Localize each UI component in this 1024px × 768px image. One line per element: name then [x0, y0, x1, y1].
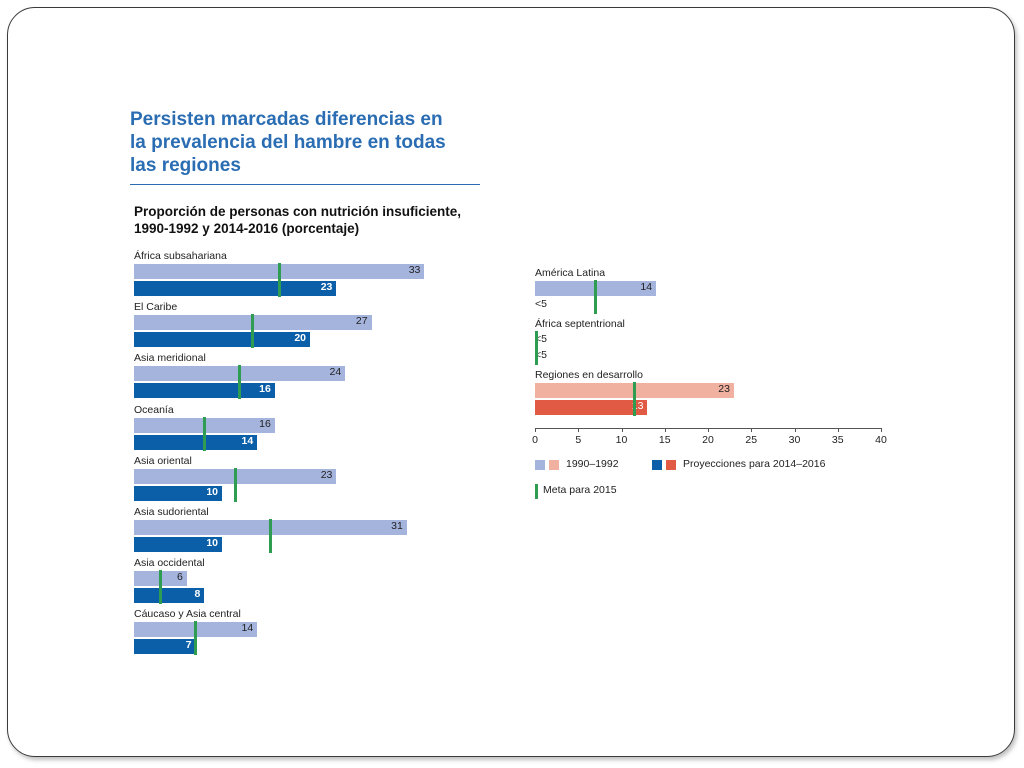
- value-1990-el-caribe: 27: [355, 315, 368, 328]
- target-marker-africa-subsahariana: [277, 263, 281, 297]
- value-2014-asia-meridional: 16: [259, 383, 271, 396]
- target-marker-asia-meridional: [238, 365, 242, 400]
- x-tick-5: [578, 428, 580, 432]
- x-tick-label-15: 15: [658, 434, 671, 446]
- x-tick-label-35: 35: [831, 434, 844, 446]
- bar-2014-oceania: [134, 434, 258, 450]
- value-2014-caucaso-y-asia-central: 7: [185, 639, 192, 652]
- legend-swatch-1990-blue: [535, 460, 545, 470]
- bar-2014-asia-sudoriental: [134, 537, 222, 552]
- value-1990-asia-meridional: 24: [329, 366, 342, 379]
- x-tick-label-20: 20: [702, 434, 714, 446]
- target-marker-asia-sudoriental: [268, 519, 272, 553]
- x-tick-label-0: 0: [532, 434, 538, 446]
- x-tick-30: [794, 428, 796, 432]
- value-2014-africa-septentrional: <5: [535, 349, 547, 361]
- x-tick-label-10: 10: [615, 434, 628, 446]
- value-2014-asia-sudoriental: 10: [206, 537, 218, 549]
- value-1990-africa-septentrional: <5: [535, 333, 547, 345]
- target-marker-africa-septentrional: [535, 331, 538, 365]
- target-marker-asia-oriental: [233, 467, 237, 502]
- value-1990-regiones-en-desarrollo: 23: [718, 383, 730, 395]
- title-divider: [130, 184, 480, 185]
- value-1990-asia-oriental: 23: [320, 468, 333, 481]
- value-1990-oceania: 16: [259, 417, 271, 430]
- value-2014-oceania: 14: [241, 434, 254, 447]
- target-marker-regiones-en-desarrollo: [632, 382, 636, 416]
- target-marker-oceania: [202, 416, 206, 451]
- x-tick-label-40: 40: [875, 434, 887, 446]
- legend-label-target: Meta para 2015: [543, 484, 617, 496]
- value-2014-el-caribe: 20: [294, 332, 306, 345]
- x-tick-25: [751, 428, 753, 432]
- value-2014-regiones-en-desarrollo: 13: [631, 400, 644, 412]
- region-label-el-caribe: El Caribe: [134, 301, 178, 314]
- x-tick-35: [837, 428, 839, 432]
- legend-swatch-1990-red: [549, 460, 559, 470]
- bar-2014-asia-oriental: [134, 485, 222, 501]
- value-1990-asia-occidental: 6: [176, 571, 183, 584]
- region-label-america-latina: América Latina: [535, 267, 606, 279]
- x-tick-40: [881, 428, 882, 432]
- target-marker-america-latina: [594, 280, 598, 314]
- x-tick-label-5: 5: [575, 434, 582, 446]
- value-2014-asia-oriental: 10: [206, 485, 218, 498]
- value-2014-asia-occidental: 8: [194, 588, 201, 601]
- legend-label-1990: 1990–1992: [566, 458, 619, 470]
- legend-swatch-2014-red: [666, 460, 676, 470]
- slide-title: Persisten marcadas diferencias en la pre…: [130, 109, 446, 176]
- x-tick-15: [664, 428, 666, 432]
- value-1990-africa-subsahariana: 33: [408, 264, 421, 276]
- chart-title: Proporción de personas con nutrición ins…: [134, 204, 462, 236]
- value-1990-america-latina: 14: [640, 281, 653, 293]
- value-2014-africa-subsahariana: 23: [320, 281, 333, 293]
- x-tick-0: [535, 428, 536, 432]
- bar-2014-el-caribe: [134, 332, 310, 348]
- bar-2014-regiones-en-desarrollo: [535, 400, 648, 415]
- x-tick-20: [708, 428, 709, 432]
- bar-2014-caucaso-y-asia-central: [134, 639, 196, 655]
- slide-frame: [7, 7, 1015, 757]
- x-tick-label-25: 25: [745, 434, 758, 446]
- region-label-africa-septentrional: África septentrional: [535, 318, 625, 330]
- value-2014-america-latina: <5: [535, 298, 547, 310]
- x-tick-10: [621, 428, 623, 432]
- target-marker-caucaso-y-asia-central: [194, 621, 198, 656]
- legend-swatch-2014-blue: [652, 460, 662, 470]
- x-axis-line: [535, 428, 881, 429]
- region-label-caucaso-y-asia-central: Cáucaso y Asia central: [134, 608, 241, 621]
- region-label-asia-occidental: Asia occidental: [134, 557, 205, 570]
- region-label-asia-meridional: Asia meridional: [134, 352, 206, 365]
- legend-label-2014: Proyecciones para 2014–2016: [683, 458, 826, 470]
- target-marker-asia-occidental: [158, 570, 162, 605]
- region-label-asia-oriental: Asia oriental: [134, 454, 192, 467]
- value-1990-caucaso-y-asia-central: 14: [241, 622, 254, 635]
- target-marker-el-caribe: [251, 314, 255, 349]
- legend-swatch-target: [535, 484, 538, 499]
- region-label-africa-subsahariana: África subsahariana: [134, 250, 227, 262]
- region-label-oceania: Oceanía: [134, 403, 174, 416]
- x-tick-label-30: 30: [788, 434, 801, 446]
- region-label-asia-sudoriental: Asia sudoriental: [134, 506, 209, 518]
- region-label-regiones-en-desarrollo: Regiones en desarrollo: [535, 369, 643, 381]
- value-1990-asia-sudoriental: 31: [391, 520, 403, 532]
- bar-2014-africa-subsahariana: [134, 281, 337, 296]
- bar-2014-asia-occidental: [134, 588, 205, 604]
